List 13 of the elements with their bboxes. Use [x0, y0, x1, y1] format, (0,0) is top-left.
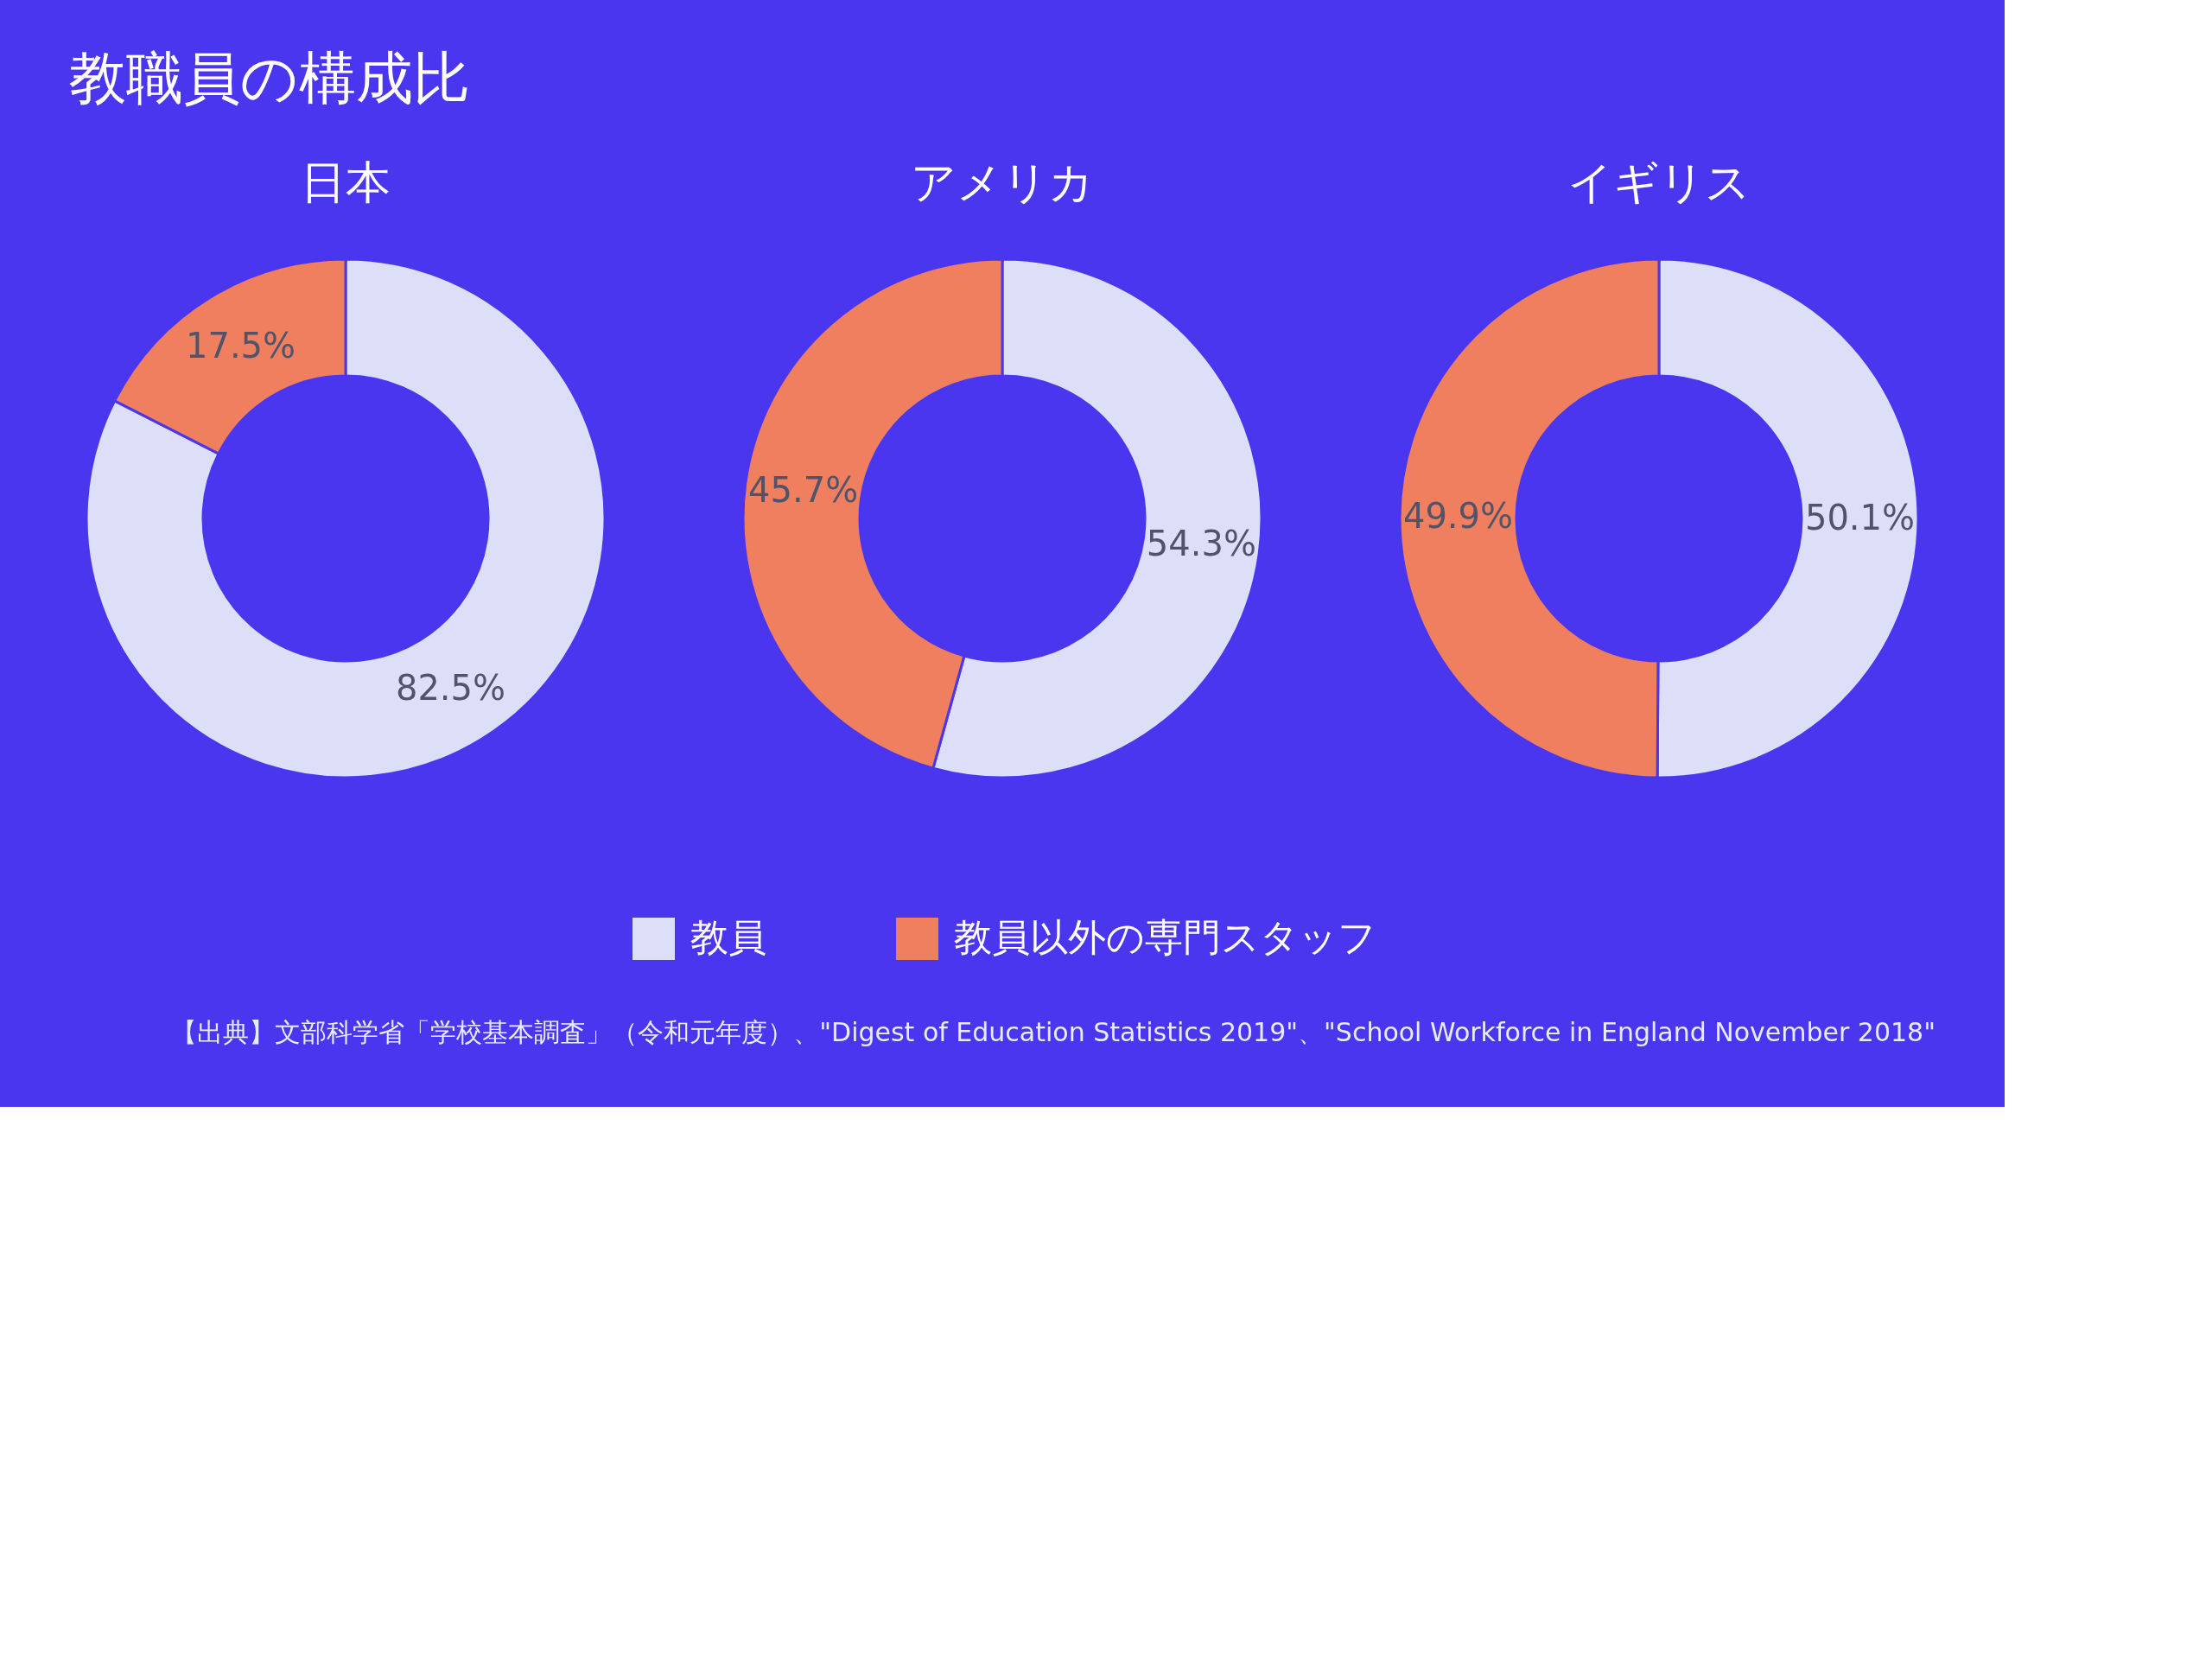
- text: 【出典】文部科学省「学校基本調査」（令和元年度）、"Digest of Education Statistics 2019"、"School Workforce in England November 2018": [171, 1017, 1936, 1047]
- chart-title: 教職員の構成比: [69, 45, 470, 111]
- data-label: 82.5%: [395, 668, 506, 709]
- legend-label: 教員以外の専門スタッフ: [954, 914, 1377, 959]
- data-label: 17.5%: [185, 325, 296, 365]
- data-label: 49.9%: [1402, 496, 1514, 537]
- data-label: 50.1%: [1804, 497, 1916, 537]
- data-label: 54.3%: [1146, 524, 1256, 564]
- slice-label: 日本: [301, 156, 391, 208]
- slice-label: イギリス: [1567, 156, 1751, 208]
- slice-label: アメリカ: [911, 156, 1094, 208]
- legend-label: 教員: [690, 914, 767, 959]
- data-label: 45.7%: [748, 469, 859, 510]
